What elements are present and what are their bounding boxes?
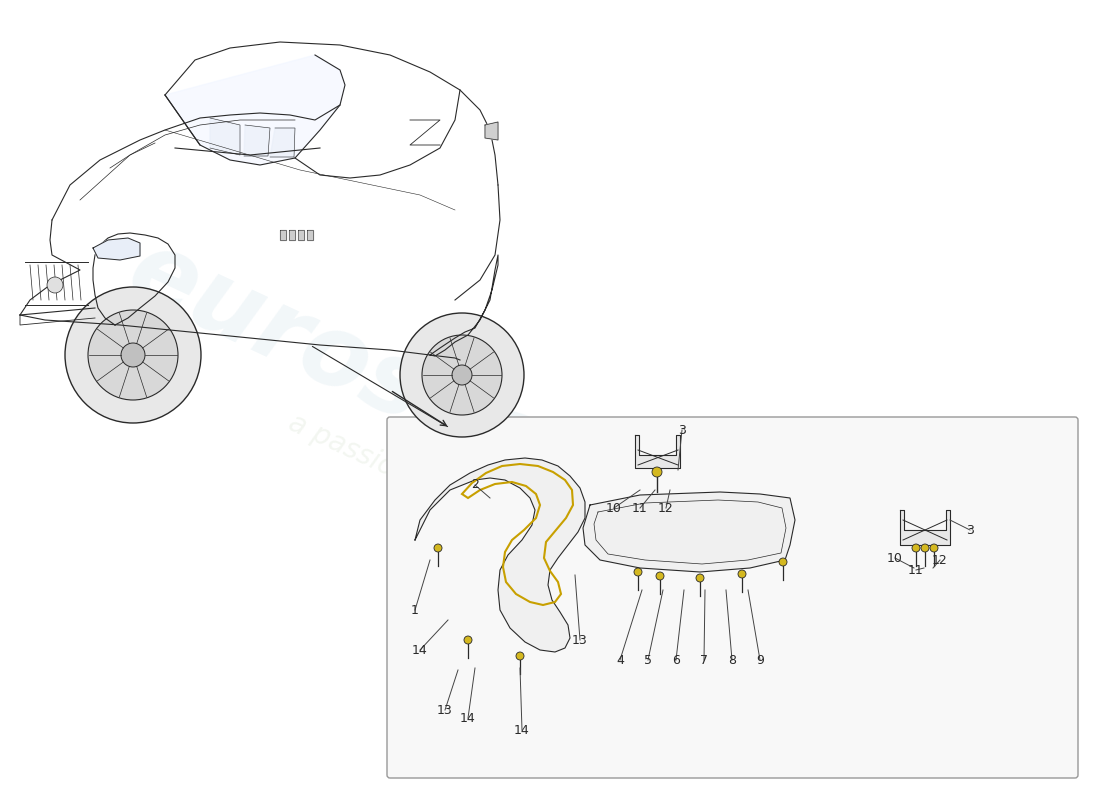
Polygon shape xyxy=(94,238,140,260)
Text: 11: 11 xyxy=(909,563,924,577)
Polygon shape xyxy=(415,458,585,652)
Text: 13: 13 xyxy=(437,703,453,717)
Circle shape xyxy=(738,570,746,578)
Circle shape xyxy=(779,558,786,566)
Circle shape xyxy=(696,574,704,582)
Text: 14: 14 xyxy=(514,723,530,737)
Text: 9: 9 xyxy=(756,654,763,666)
Text: 13: 13 xyxy=(572,634,587,646)
Text: 14: 14 xyxy=(412,643,428,657)
Text: 12: 12 xyxy=(932,554,948,566)
Polygon shape xyxy=(635,435,680,468)
Circle shape xyxy=(516,652,524,660)
Polygon shape xyxy=(270,128,295,157)
Circle shape xyxy=(912,544,920,552)
Circle shape xyxy=(652,467,662,477)
Text: eurospares: eurospares xyxy=(113,222,727,578)
Circle shape xyxy=(400,313,524,437)
Circle shape xyxy=(464,636,472,644)
Text: 2: 2 xyxy=(471,478,478,491)
FancyBboxPatch shape xyxy=(387,417,1078,778)
Bar xyxy=(289,230,295,240)
Text: 8: 8 xyxy=(728,654,736,666)
Text: 14: 14 xyxy=(460,711,476,725)
Polygon shape xyxy=(244,125,270,156)
Circle shape xyxy=(452,365,472,385)
Circle shape xyxy=(422,335,502,415)
Circle shape xyxy=(88,310,178,400)
Text: 3: 3 xyxy=(678,423,686,437)
Text: 6: 6 xyxy=(672,654,680,666)
Text: 5: 5 xyxy=(644,654,652,666)
Text: 1: 1 xyxy=(411,603,419,617)
Circle shape xyxy=(656,572,664,580)
Bar xyxy=(298,230,304,240)
Circle shape xyxy=(434,544,442,552)
Text: 3: 3 xyxy=(966,523,974,537)
Circle shape xyxy=(930,544,938,552)
Text: 10: 10 xyxy=(887,551,903,565)
Bar xyxy=(280,230,286,240)
Bar xyxy=(307,230,314,240)
Text: a passion for parts since 1985: a passion for parts since 1985 xyxy=(284,409,676,611)
Circle shape xyxy=(921,544,929,552)
Circle shape xyxy=(47,277,63,293)
Text: 12: 12 xyxy=(658,502,674,514)
Circle shape xyxy=(634,568,642,576)
Polygon shape xyxy=(210,118,240,155)
Text: 4: 4 xyxy=(616,654,624,666)
Polygon shape xyxy=(485,122,498,140)
Circle shape xyxy=(65,287,201,423)
Text: 7: 7 xyxy=(700,654,708,666)
Circle shape xyxy=(121,343,145,367)
Polygon shape xyxy=(583,492,795,572)
Polygon shape xyxy=(900,510,950,545)
Polygon shape xyxy=(165,55,345,165)
Text: 10: 10 xyxy=(606,502,621,514)
Text: 11: 11 xyxy=(632,502,648,514)
